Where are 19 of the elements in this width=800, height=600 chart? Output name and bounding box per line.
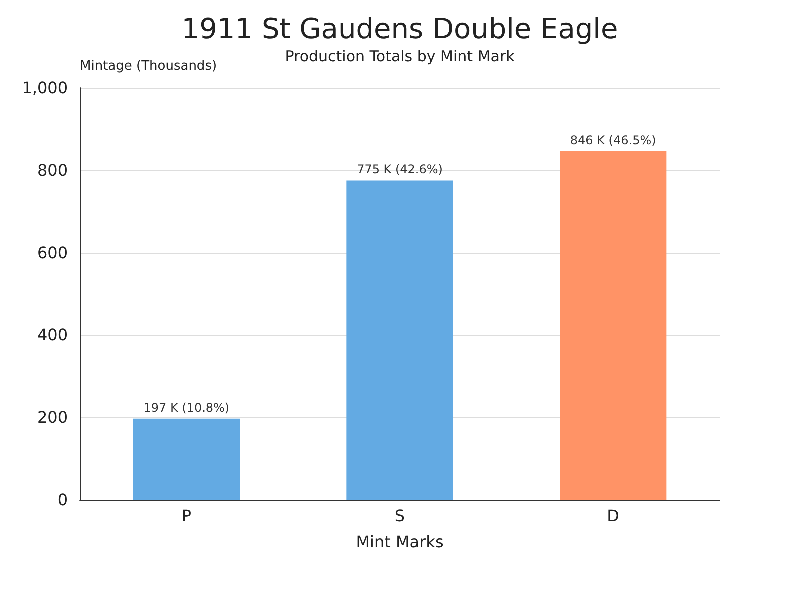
- bar: [346, 180, 454, 500]
- x-tick-label: P: [182, 506, 192, 526]
- y-axis-title: Mintage (Thousands): [80, 59, 218, 74]
- y-tick-label: 400: [37, 326, 68, 345]
- y-tick-label: 200: [37, 408, 68, 428]
- chart-subtitle: Production Totals by Mint Mark: [285, 48, 516, 66]
- data-label: 197 K (10.8%): [144, 400, 230, 415]
- x-axis-title: Mint Marks: [356, 532, 444, 552]
- y-tick-label: 1,000: [22, 78, 68, 98]
- y-tick-label: 600: [37, 243, 68, 262]
- x-tick-label: D: [607, 506, 620, 526]
- data-label: 846 K (46.5%): [570, 133, 656, 148]
- bar: [560, 151, 667, 500]
- bar: [133, 418, 240, 500]
- y-tick-label: 800: [37, 160, 68, 180]
- data-label: 775 K (42.6%): [357, 162, 443, 177]
- y-tick-label: 0: [58, 490, 68, 510]
- x-tick-label: S: [394, 506, 406, 526]
- chart-title: 1911 St Gaudens Double Eagle: [182, 12, 618, 46]
